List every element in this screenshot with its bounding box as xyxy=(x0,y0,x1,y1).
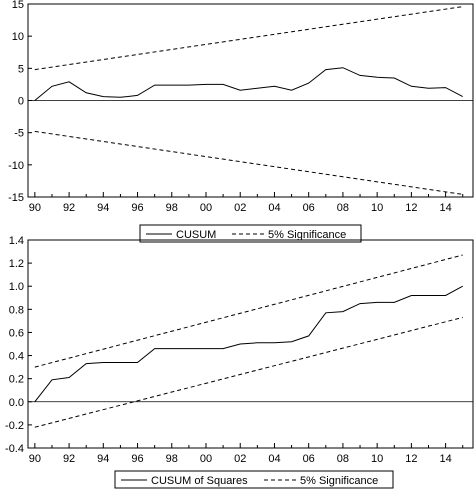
cusum-x-tick-label: 06 xyxy=(303,202,315,214)
cusum-of-squares-y-tick-label: 0.8 xyxy=(9,304,24,316)
cusum-x-tick-label: 90 xyxy=(29,202,41,214)
cusum-of-squares-y-tick-label: 1.2 xyxy=(9,258,24,270)
cusum-of-squares-y-tick-label: -0.4 xyxy=(5,443,24,455)
cusum-chart: -15 -10 -5 0 5 10 15 90 92 94 96 98 00 02 04 06 08 10 12 1… xyxy=(8,0,474,214)
cusum-x-tick-label: 00 xyxy=(200,202,212,214)
cusum-of-squares-y-tick-label: 0.6 xyxy=(9,327,24,339)
cusum-of-squares-legend: CUSUM of Squares 5% Significance xyxy=(114,470,394,489)
cusum-of-squares-x-tick-label: 98 xyxy=(166,453,178,465)
cusum-of-squares-x-tick-label: 08 xyxy=(337,453,349,465)
cusum-x-tick-label: 96 xyxy=(131,202,143,214)
cusum-of-squares-x-tick-label: 92 xyxy=(63,453,75,465)
cusum-x-tick-label: 12 xyxy=(405,202,417,214)
cusum-y-tick-label: 5 xyxy=(18,63,24,75)
cusum-x-tick-label: 02 xyxy=(234,202,246,214)
cusum-of-squares-x-tick-label: 10 xyxy=(371,453,383,465)
cusum-of-squares-y-tick-label: 1.0 xyxy=(9,281,24,293)
cusum-of-squares-x-tick-label: 04 xyxy=(268,453,280,465)
cusum-x-tick-label: 04 xyxy=(268,202,280,214)
cusum-y-tick-label: -10 xyxy=(8,160,24,172)
cusum-of-squares-y-tick-label: 0.4 xyxy=(9,351,24,363)
cusum-y-tick-label: 0 xyxy=(18,96,24,108)
cusum-y-tick-label: 15 xyxy=(12,0,24,11)
cusum-of-squares-lower-significance-line xyxy=(34,316,463,428)
cusum-of-squares-x-tick-label: 06 xyxy=(303,453,315,465)
cusum-of-squares-x-tick-label: 96 xyxy=(131,453,143,465)
cusum-of-squares-x-tick-label: 94 xyxy=(97,453,109,465)
cusum-of-squares-chart: -0.4 -0.2 0.0 0.2 0.4 0.6 0.8 1.0 1.2 1.4 90 92 94 9… xyxy=(5,235,474,465)
cusum-of-squares-x-tick-label: 00 xyxy=(200,453,212,465)
cusum-upper-significance-line xyxy=(34,6,463,71)
cusum-y-tick-label: -5 xyxy=(14,128,24,140)
cusum-y-tick-label: 10 xyxy=(12,31,24,43)
cusum-of-squares-y-tick-label: 0.2 xyxy=(9,374,24,386)
cusum-x-tick-label: 08 xyxy=(337,202,349,214)
cusum-of-squares-y-tick-label: 0.0 xyxy=(9,397,24,409)
cusum-legend: CUSUM 5% Significance xyxy=(139,224,362,243)
cusum-x-tick-label: 98 xyxy=(166,202,178,214)
cusum-of-squares-y-tick-label: 1.4 xyxy=(9,235,24,247)
cusum-of-squares-y-tick-label: -0.2 xyxy=(5,420,24,432)
cusum-of-squares-upper-significance-line xyxy=(34,254,463,368)
cusum-of-squares-series-line xyxy=(34,285,463,403)
cusum-of-squares-x-tick-label: 14 xyxy=(439,453,451,465)
cusum-of-squares-legend-label: CUSUM of Squares xyxy=(151,475,248,487)
cusum-of-squares-x-tick-label: 02 xyxy=(234,453,246,465)
cusum-of-squares-legend-significance-label: 5% Significance xyxy=(300,475,378,487)
cusum-of-squares-legend-box xyxy=(114,470,394,489)
cusum-series-line xyxy=(34,67,463,101)
cusum-legend-label: CUSUM xyxy=(176,229,216,241)
cusum-x-tick-label: 94 xyxy=(97,202,109,214)
cusum-lower-significance-line xyxy=(34,130,463,195)
cusum-of-squares-x-tick-label: 90 xyxy=(29,453,41,465)
cusum-y-tick-label: -15 xyxy=(8,192,24,204)
cusum-legend-significance-label: 5% Significance xyxy=(268,229,346,241)
cusum-of-squares-x-tick-label: 12 xyxy=(405,453,417,465)
cusum-x-tick-label: 14 xyxy=(439,202,451,214)
cusum-legend-box xyxy=(139,224,362,243)
cusum-x-tick-label: 10 xyxy=(371,202,383,214)
cusum-x-tick-label: 92 xyxy=(63,202,75,214)
cusum-of-squares-plot-frame xyxy=(27,239,474,449)
